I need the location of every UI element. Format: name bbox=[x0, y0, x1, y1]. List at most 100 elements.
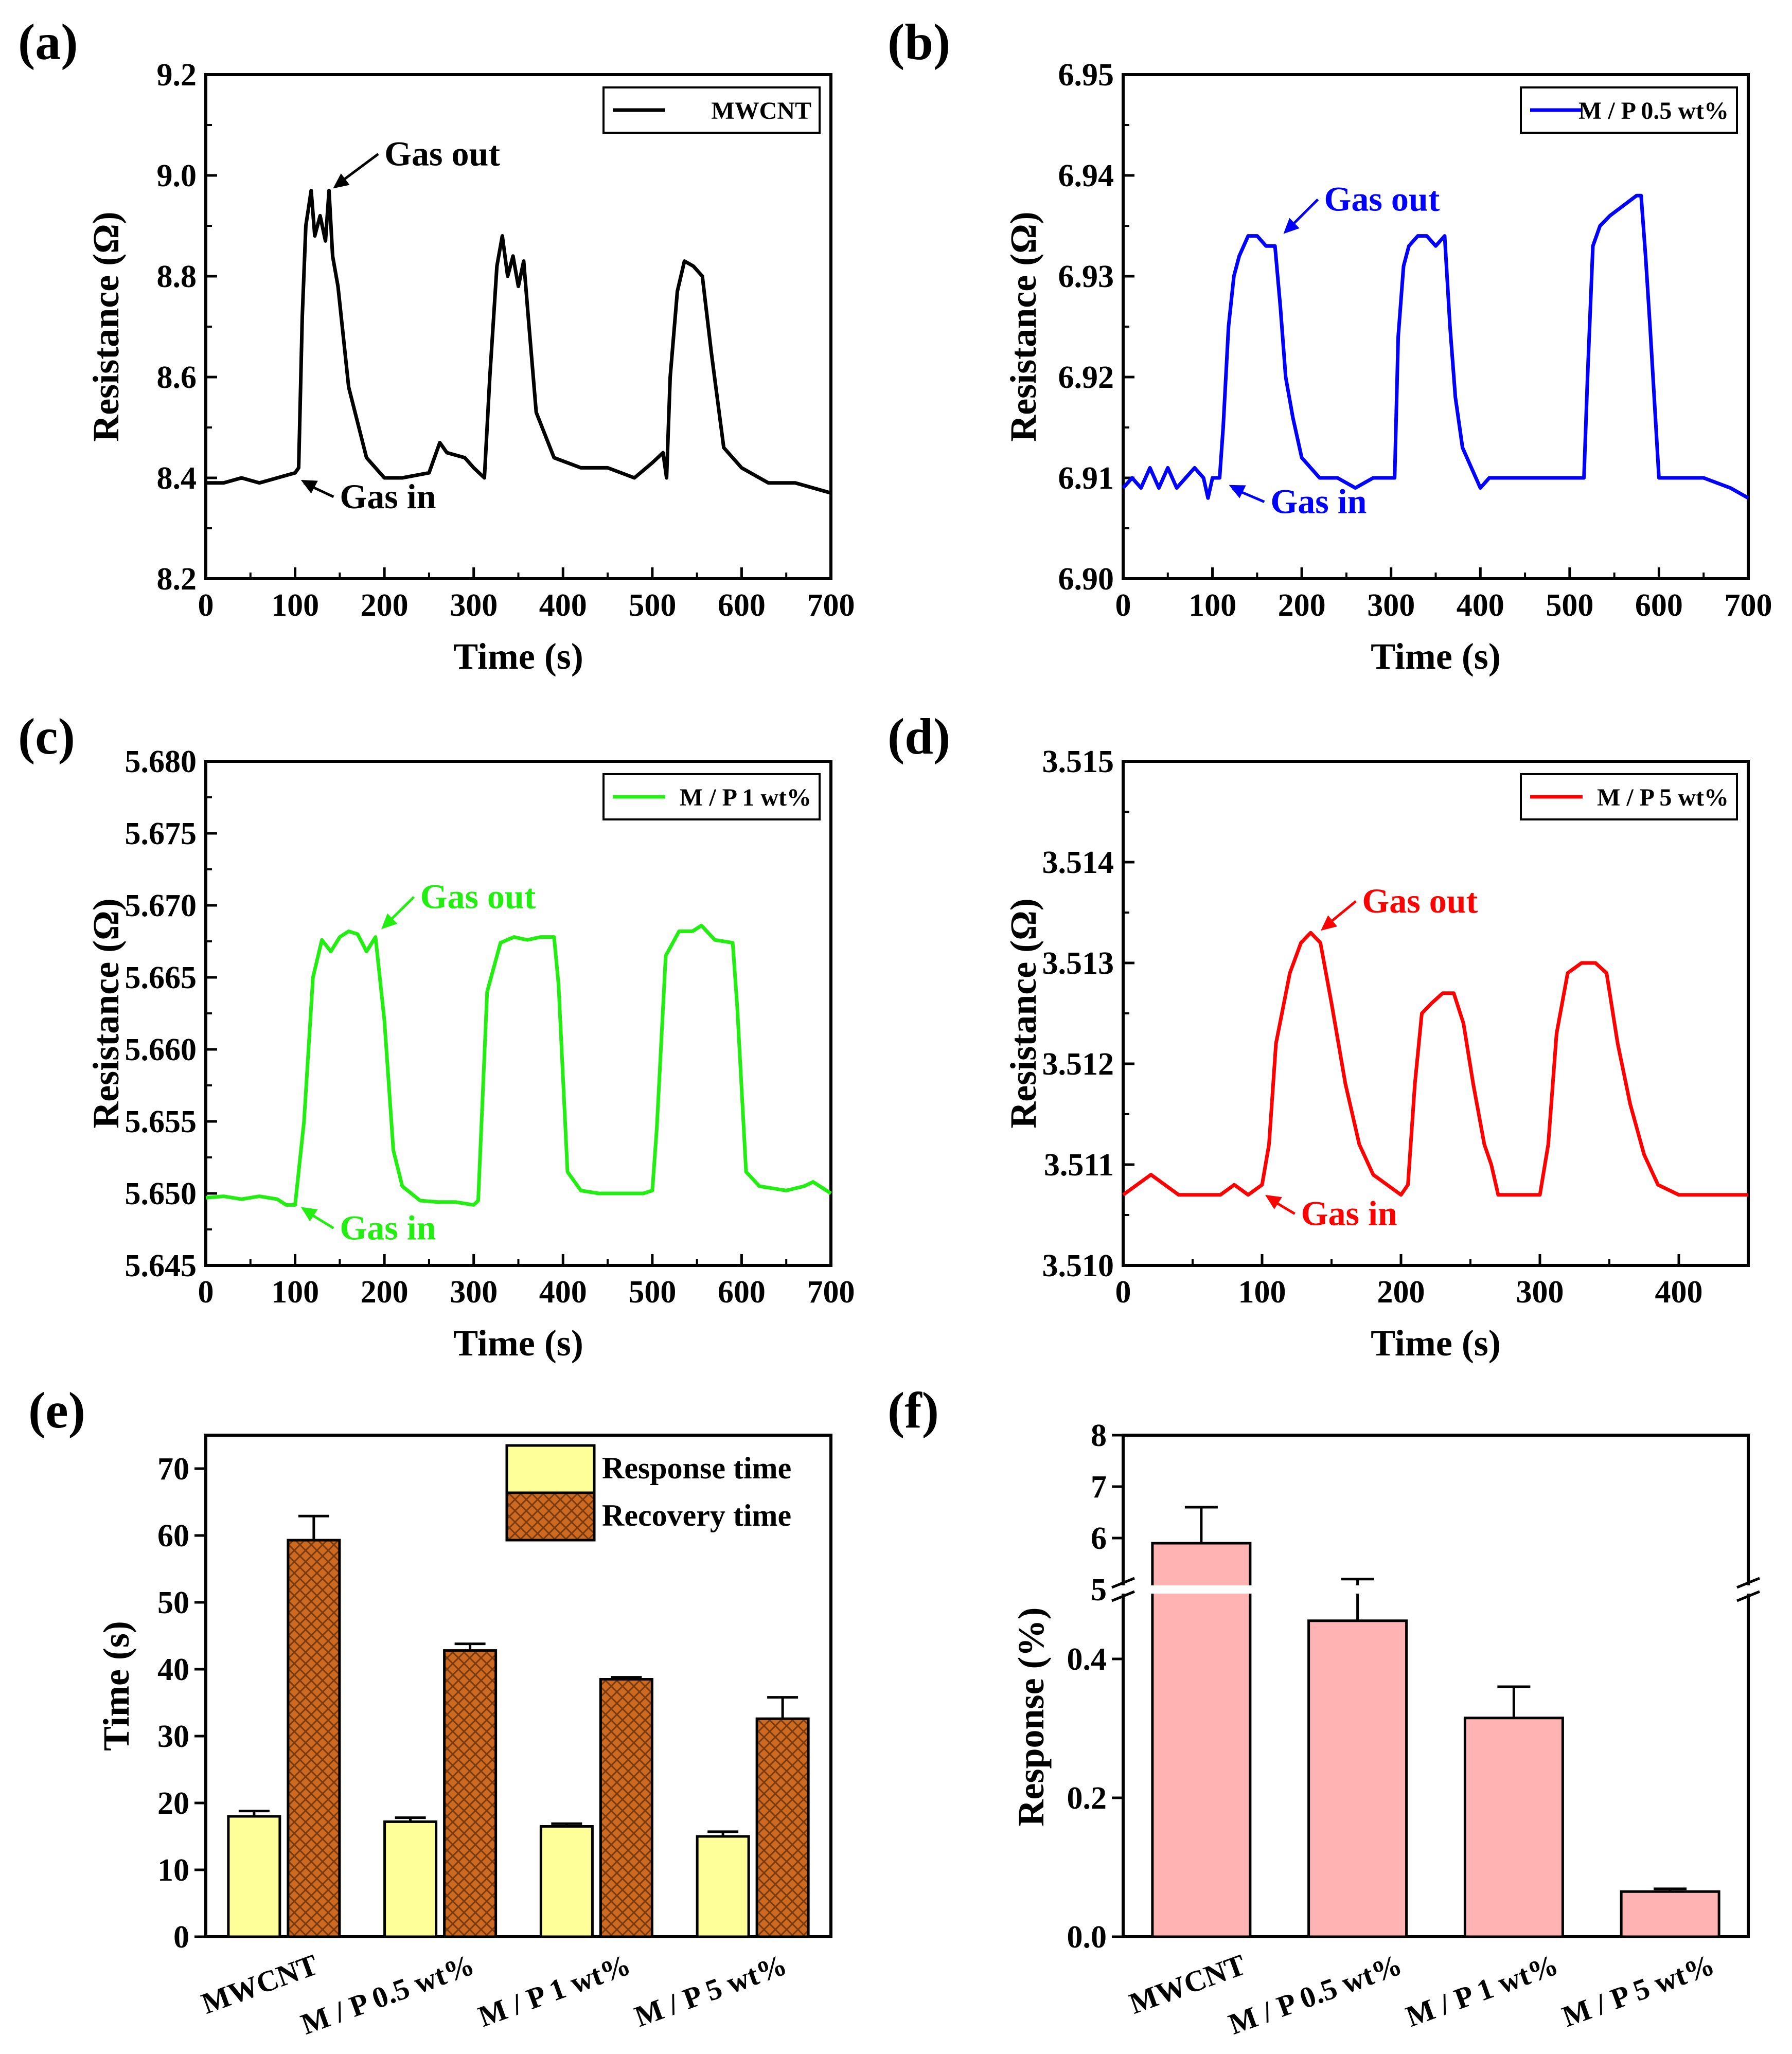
legend-swatch-response bbox=[505, 1444, 596, 1494]
x-axis-label: Time (s) bbox=[1371, 1323, 1501, 1364]
panel-e-label: (e) bbox=[28, 1382, 85, 1439]
y-tick-label: 50 bbox=[157, 1585, 189, 1620]
y-tick-label: 8 bbox=[1091, 1418, 1107, 1453]
y-tick-label: 6.91 bbox=[1058, 461, 1114, 496]
axis-break-mark bbox=[1111, 1577, 1135, 1589]
bar-recovery-time bbox=[287, 1539, 341, 1938]
series-line bbox=[1122, 193, 1749, 500]
x-tick-label: 0 bbox=[1115, 1275, 1131, 1310]
y-axis-label: Resistance (Ω) bbox=[85, 898, 127, 1129]
legend-label: M / P 5 wt% bbox=[1597, 784, 1729, 811]
panel-b-label: (b) bbox=[888, 13, 950, 70]
y-tick-label: 8.6 bbox=[157, 360, 197, 395]
y-tick-label: 9.2 bbox=[157, 58, 197, 93]
x-tick-label: 500 bbox=[1546, 588, 1593, 623]
bar-response bbox=[1307, 1619, 1408, 1938]
category-label: M / P 5 wt% bbox=[1558, 1948, 1719, 2033]
annotation-arrow-head bbox=[1321, 915, 1338, 931]
category-label: M / P 0.5 wt% bbox=[296, 1948, 478, 2041]
y-tick-label: 0.4 bbox=[1067, 1642, 1107, 1677]
x-axis-label: Time (s) bbox=[453, 636, 583, 677]
x-axis-label: Time (s) bbox=[1371, 636, 1501, 677]
x-tick-label: 500 bbox=[628, 588, 676, 623]
y-tick-label: 6.93 bbox=[1058, 259, 1114, 294]
x-tick-label: 0 bbox=[1115, 588, 1131, 623]
y-tick-label: 3.510 bbox=[1042, 1248, 1114, 1283]
y-tick-label: 8.4 bbox=[157, 461, 197, 496]
annotation-arrow-head bbox=[381, 913, 398, 930]
panel-d-label: (d) bbox=[888, 708, 950, 765]
legend-swatch-recovery bbox=[505, 1491, 596, 1542]
y-tick-label: 5.675 bbox=[125, 816, 197, 851]
annotation-arrow-head bbox=[1283, 218, 1300, 234]
y-tick-label: 6 bbox=[1091, 1521, 1107, 1556]
bar-recovery-time bbox=[443, 1649, 498, 1938]
y-tick-label: 3.514 bbox=[1042, 845, 1114, 880]
panel-a: (a) 0 100 200 300 400 500 600 700 8.2 8.4 8.6 8.8 9.… bbox=[18, 13, 855, 677]
y-tick-label: 40 bbox=[157, 1652, 189, 1687]
bar-recovery-time bbox=[755, 1717, 810, 1938]
category-label: M / P 1 wt% bbox=[1401, 1948, 1563, 2033]
axis-break-gap bbox=[1108, 1585, 1764, 1594]
annotation-text: Gas in bbox=[340, 1208, 436, 1247]
y-tick-label: 3.513 bbox=[1042, 946, 1114, 981]
legend-label: Response time bbox=[602, 1451, 791, 1485]
y-axis-label: Resistance (Ω) bbox=[1003, 898, 1044, 1129]
bar-response-time bbox=[696, 1835, 750, 1938]
x-tick-label: 100 bbox=[1238, 1275, 1286, 1310]
x-tick-label: 100 bbox=[271, 588, 319, 623]
y-tick-label: 9.0 bbox=[157, 158, 197, 193]
x-tick-label: 600 bbox=[718, 1275, 766, 1310]
y-tick-label: 20 bbox=[157, 1786, 189, 1821]
y-axis-label: Resistance (Ω) bbox=[1003, 211, 1044, 442]
y-tick-label: 6.90 bbox=[1058, 562, 1114, 597]
bar-response-time bbox=[227, 1815, 281, 1938]
category-label: M / P 5 wt% bbox=[630, 1948, 791, 2033]
y-tick-label: 30 bbox=[157, 1719, 189, 1754]
series-line bbox=[205, 923, 832, 1207]
axis-break-mark bbox=[1111, 1590, 1135, 1602]
y-tick-label: 60 bbox=[157, 1519, 189, 1553]
axis-break-mark bbox=[1736, 1590, 1760, 1602]
panel-c-plot: 0 100 200 300 400 500 600 700 5.645 5.650 5.655 5.6… bbox=[85, 744, 855, 1364]
y-tick-label: 5.645 bbox=[125, 1248, 197, 1283]
annotation-text: Gas out bbox=[384, 134, 500, 173]
legend-label: Recovery time bbox=[602, 1498, 791, 1532]
axis-break-mark bbox=[1736, 1577, 1760, 1589]
y-tick-label: 8.8 bbox=[157, 259, 197, 294]
x-tick-label: 200 bbox=[361, 588, 409, 623]
annotation-text: Gas out bbox=[420, 877, 536, 916]
y-tick-label: 6.92 bbox=[1058, 360, 1114, 395]
plot-frame bbox=[1122, 1434, 1750, 1938]
y-tick-label: 3.511 bbox=[1044, 1148, 1114, 1183]
bar-response-time bbox=[539, 1825, 594, 1938]
legend-label: MWCNT bbox=[711, 97, 811, 124]
x-tick-label: 300 bbox=[1516, 1275, 1564, 1310]
panel-b: (b) 0 100 200 300 400 500 600 700 6.90 6.91 6.92 6.… bbox=[888, 13, 1772, 677]
panel-f-label: (f) bbox=[888, 1382, 939, 1439]
annotation-text: Gas in bbox=[340, 477, 436, 516]
y-tick-label: 10 bbox=[157, 1853, 189, 1888]
annotation-text: Gas in bbox=[1301, 1194, 1397, 1233]
bar-recovery-time bbox=[599, 1678, 653, 1938]
y-tick-label: 8.2 bbox=[157, 562, 197, 597]
x-tick-label: 700 bbox=[807, 588, 855, 623]
annotation-text: Gas out bbox=[1362, 881, 1478, 920]
x-tick-label: 100 bbox=[271, 1275, 319, 1310]
annotation-arrow-head bbox=[333, 173, 350, 189]
panel-c: (c) 0 100 200 300 400 500 600 700 5.645 5.650 5.65… bbox=[18, 708, 855, 1364]
y-tick-label: 5.665 bbox=[125, 960, 197, 995]
x-tick-label: 100 bbox=[1188, 588, 1236, 623]
y-tick-label: 3.515 bbox=[1042, 744, 1114, 779]
panel-a-plot: 0 100 200 300 400 500 600 700 8.2 8.4 8.6 8.8 9.0 9.2… bbox=[85, 58, 855, 677]
annotation-arrow-head bbox=[1229, 485, 1246, 498]
bar-response bbox=[1620, 1890, 1720, 1938]
x-tick-label: 0 bbox=[198, 588, 214, 623]
y-tick-label: 3.512 bbox=[1042, 1047, 1114, 1082]
plot-frame bbox=[1122, 73, 1750, 580]
x-tick-label: 300 bbox=[450, 1275, 498, 1310]
y-tick-label: 6.94 bbox=[1058, 158, 1114, 193]
